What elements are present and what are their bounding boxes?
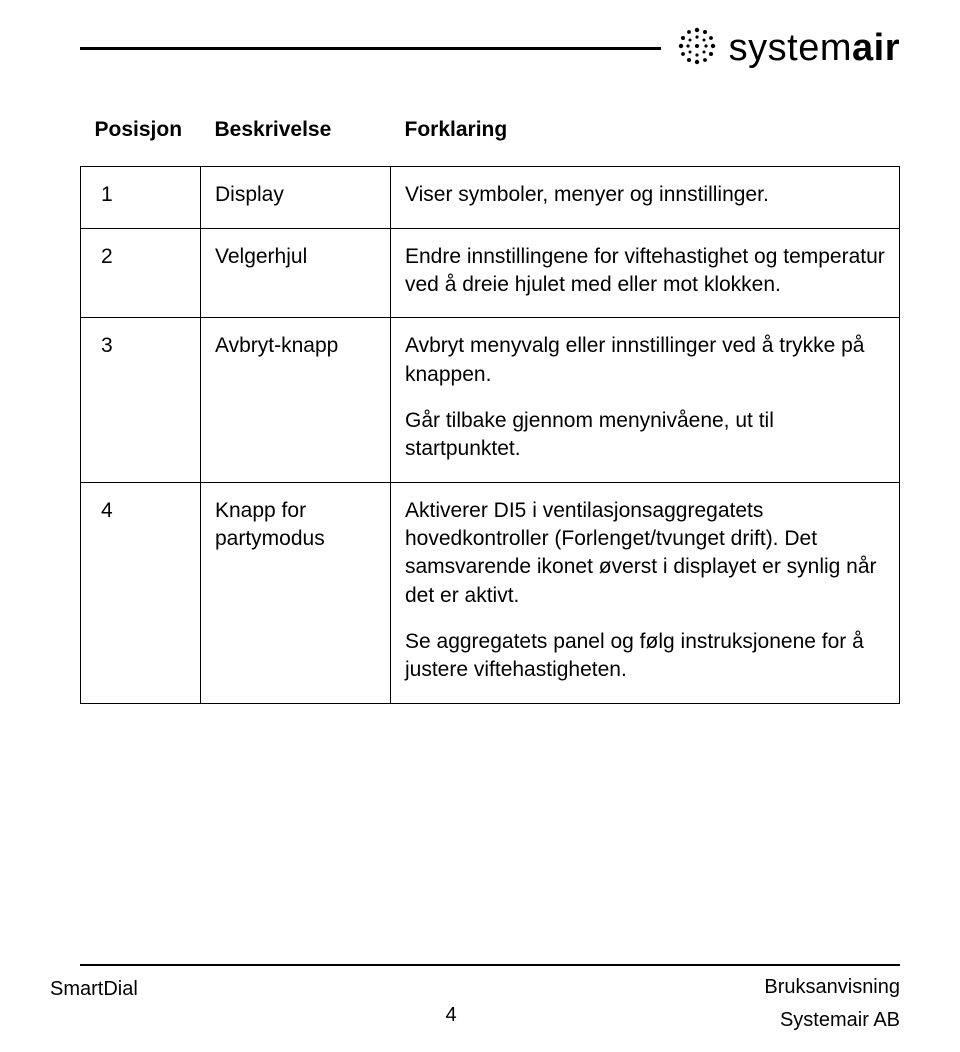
cell-description: Knapp for partymodus bbox=[201, 482, 391, 703]
page-header: systemair bbox=[80, 20, 900, 76]
explanation-paragraph: Avbryt menyvalg eller innstillinger ved … bbox=[405, 332, 885, 389]
description-table: Posisjon Beskrivelse Forklaring 1 Displa… bbox=[80, 116, 900, 704]
footer-company: Systemair AB bbox=[764, 1009, 900, 1032]
page: systemair Posisjon Beskrivelse Forklarin… bbox=[0, 0, 960, 1052]
cell-position: 2 bbox=[81, 228, 201, 318]
table-row: 4 Knapp for partymodus Aktiverer DI5 i v… bbox=[81, 482, 900, 703]
cell-explanation: Aktiverer DI5 i ventilasjonsaggregatets … bbox=[391, 482, 900, 703]
cell-position: 3 bbox=[81, 318, 201, 482]
brand-icon bbox=[675, 24, 719, 73]
explanation-paragraph: Viser symboler, menyer og innstillinger. bbox=[405, 181, 885, 209]
table-row: 3 Avbryt-knapp Avbryt menyvalg eller inn… bbox=[81, 318, 900, 482]
brand-suffix: air bbox=[852, 27, 900, 69]
explanation-paragraph: Se aggregatets panel og følg instruksjon… bbox=[405, 628, 885, 685]
col-header-description: Beskrivelse bbox=[201, 116, 391, 167]
brand-logo: systemair bbox=[675, 24, 900, 73]
col-header-explanation: Forklaring bbox=[391, 116, 900, 167]
brand-wordmark: systemair bbox=[729, 27, 900, 70]
cell-explanation: Viser symboler, menyer og innstillinger. bbox=[391, 167, 900, 228]
table-header-row: Posisjon Beskrivelse Forklaring bbox=[81, 116, 900, 167]
cell-description: Display bbox=[201, 167, 391, 228]
explanation-paragraph: Endre innstillingene for viftehastighet … bbox=[405, 243, 885, 300]
header-rule bbox=[80, 47, 661, 50]
cell-description: Velgerhjul bbox=[201, 228, 391, 318]
explanation-paragraph: Går tilbake gjennom menynivåene, ut til … bbox=[405, 407, 885, 464]
content: Posisjon Beskrivelse Forklaring 1 Displa… bbox=[80, 116, 900, 704]
cell-position: 1 bbox=[81, 167, 201, 228]
table-row: 2 Velgerhjul Endre innstillingene for vi… bbox=[81, 228, 900, 318]
table-body: 1 Display Viser symboler, menyer og inns… bbox=[81, 167, 900, 703]
cell-position: 4 bbox=[81, 482, 201, 703]
footer-row: SmartDial 4 Bruksanvisning Systemair AB bbox=[50, 976, 900, 1032]
table-row: 1 Display Viser symboler, menyer og inns… bbox=[81, 167, 900, 228]
col-header-position: Posisjon bbox=[81, 116, 201, 167]
footer-left: SmartDial bbox=[50, 976, 138, 1001]
footer-page-number: 4 bbox=[138, 976, 765, 1027]
brand-prefix: system bbox=[729, 27, 852, 69]
cell-explanation: Endre innstillingene for viftehastighet … bbox=[391, 228, 900, 318]
explanation-paragraph: Aktiverer DI5 i ventilasjonsaggregatets … bbox=[405, 497, 885, 610]
cell-explanation: Avbryt menyvalg eller innstillinger ved … bbox=[391, 318, 900, 482]
cell-description: Avbryt-knapp bbox=[201, 318, 391, 482]
footer-doc-type: Bruksanvisning bbox=[764, 976, 900, 999]
footer-rule bbox=[80, 964, 900, 966]
page-footer: SmartDial 4 Bruksanvisning Systemair AB bbox=[50, 964, 900, 1032]
footer-right: Bruksanvisning Systemair AB bbox=[764, 976, 900, 1032]
